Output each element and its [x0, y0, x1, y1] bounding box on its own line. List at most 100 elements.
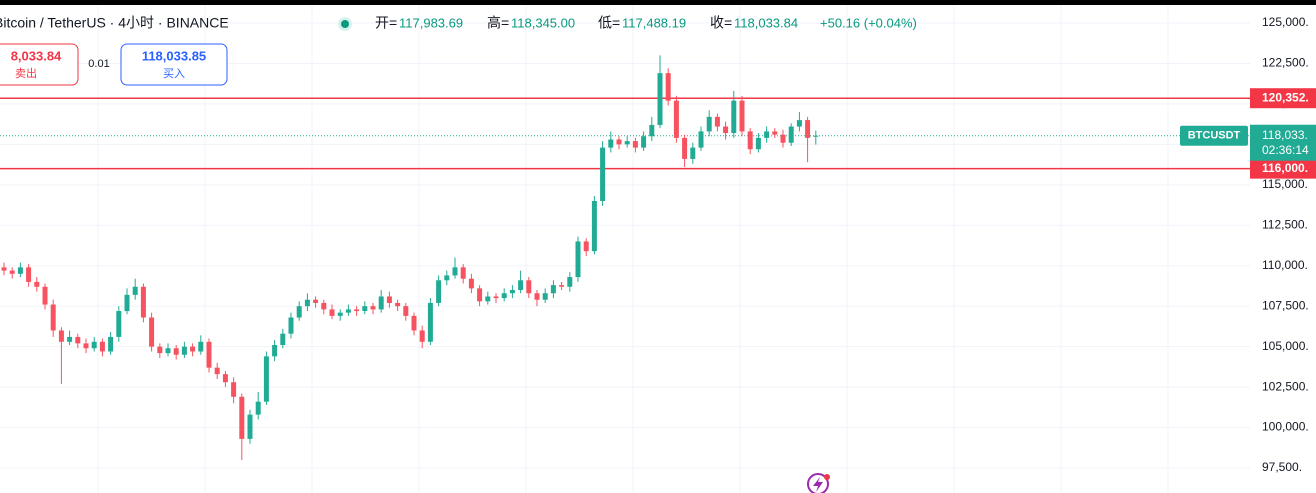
candle-body [329, 309, 335, 316]
buy-button[interactable] [120, 43, 228, 86]
candle-body [263, 356, 269, 402]
candle-body [247, 414, 253, 439]
candle-body [534, 293, 540, 300]
candle-body [641, 136, 647, 148]
price-line-label: 120,352. [1262, 90, 1309, 104]
candle-body [616, 139, 622, 145]
y-tick-label: 102,500. [1262, 379, 1309, 393]
candle-body [26, 267, 32, 282]
candle-body [600, 147, 606, 201]
candle-body [632, 141, 638, 148]
price-line-tag [1250, 88, 1316, 109]
last-price-tag [1250, 124, 1316, 161]
candle-body [288, 317, 294, 334]
y-tick-label: 112,500. [1262, 217, 1308, 231]
candle-body [173, 348, 179, 355]
high-label: 高= [487, 15, 509, 31]
status-dot [341, 20, 349, 28]
alert-ring [807, 473, 829, 493]
candle-body [149, 317, 155, 347]
candle-body [116, 311, 122, 337]
candle-body [444, 275, 450, 281]
candle-body [321, 302, 327, 310]
candle-body [272, 345, 278, 357]
candle-body [50, 304, 56, 331]
countdown: 02:36:14 [1262, 143, 1309, 157]
y-tick-label: 100,000. [1262, 420, 1309, 434]
candle-body [591, 200, 597, 252]
candle-body [796, 120, 802, 127]
candle-body [567, 277, 573, 287]
candle-body [550, 285, 556, 294]
candle-body [231, 382, 237, 397]
candle-body [780, 134, 786, 143]
candle-body [1, 267, 7, 271]
candle-body [190, 346, 196, 352]
price-line-tag [1250, 158, 1316, 179]
candle-body [255, 401, 261, 415]
candle-body [181, 346, 187, 355]
candle-body [739, 100, 745, 132]
candle-body [460, 267, 466, 279]
open-label: 开= [375, 15, 397, 31]
candle-body [805, 120, 811, 138]
candle-body [313, 299, 319, 303]
close-label: 收= [710, 15, 732, 31]
high-value: 118,345.00 [511, 15, 575, 30]
y-tick-label: 115,000. [1262, 177, 1308, 191]
candle-body [706, 116, 712, 132]
price-line-label: 116,000. [1262, 161, 1308, 175]
candle-body [280, 333, 286, 346]
price-axis: 125,000.122,500.120,000.117,500.115,000.… [1180, 15, 1316, 474]
close-value: 118,033.84 [734, 15, 798, 30]
candle-body [509, 289, 515, 294]
candle-body [99, 341, 105, 352]
candle-body [58, 330, 64, 342]
price-lines [0, 97, 1250, 170]
sell-button[interactable] [0, 43, 79, 86]
candle-body [583, 241, 589, 252]
candle-body [690, 147, 696, 159]
buy-price: 118,033.85 [142, 48, 206, 63]
candle-body [214, 367, 220, 375]
candle-body [370, 306, 376, 310]
candle-body [395, 302, 401, 307]
candle-body [468, 278, 474, 289]
buy-label: 买入 [163, 67, 185, 80]
symbol-title: Bitcoin / TetherUS · 4小时 · BINANCE [0, 15, 229, 31]
candle-body [731, 100, 737, 134]
candle-body [493, 296, 499, 299]
alert-badge [824, 474, 830, 480]
candle-body [436, 280, 442, 303]
alert-bolt [813, 477, 823, 492]
candle-body [665, 73, 671, 101]
alert-icon[interactable] [807, 473, 830, 493]
candle-body [83, 343, 89, 349]
candle-body [698, 131, 704, 148]
candle-body [542, 293, 548, 300]
candle-body [624, 141, 630, 145]
candle-body [34, 281, 40, 287]
open-value: 117,983.69 [399, 15, 463, 30]
candle-body [755, 137, 761, 150]
candle-body [714, 116, 720, 127]
candle-body [157, 346, 163, 354]
change-value: +50.16 (+0.04%) [820, 15, 917, 30]
candle-body [75, 336, 81, 344]
candle-body [378, 296, 384, 310]
candle-body [452, 267, 458, 276]
candle-body [222, 374, 228, 383]
candle-body [9, 270, 15, 274]
y-tick-label: 122,500. [1262, 56, 1309, 70]
candles [1, 55, 819, 460]
candle-body [337, 312, 343, 316]
y-tick-label: 107,500. [1262, 298, 1309, 312]
candle-body [132, 286, 138, 295]
symbol-tag [1180, 125, 1248, 146]
candle-body [17, 267, 23, 274]
grid [0, 5, 1250, 493]
candle-body [304, 299, 310, 307]
candle-body [108, 336, 114, 352]
candle-body [682, 137, 688, 159]
candle-body [747, 131, 753, 150]
